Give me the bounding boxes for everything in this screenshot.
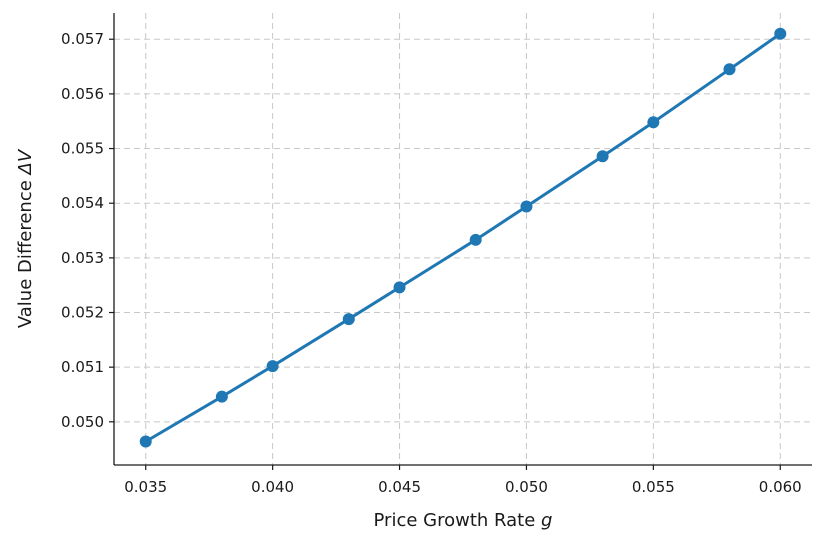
data-point xyxy=(596,150,609,163)
data-point xyxy=(774,27,787,40)
data-point xyxy=(647,116,660,129)
y-tick-label: 0.052 xyxy=(61,304,104,322)
x-tick-label: 0.035 xyxy=(124,478,167,496)
y-tick-label: 0.051 xyxy=(61,358,104,376)
data-point xyxy=(139,435,152,448)
y-tick-label: 0.055 xyxy=(61,140,104,158)
y-tick-label: 0.054 xyxy=(61,194,104,212)
x-axis-ticks: 0.035 0.040 0.045 0.050 0.055 0.060 xyxy=(124,465,802,496)
x-tick-label: 0.045 xyxy=(378,478,421,496)
series-line xyxy=(144,32,782,443)
y-tick-label: 0.057 xyxy=(61,30,104,48)
data-point xyxy=(215,390,228,403)
data-point xyxy=(520,200,533,213)
data-point xyxy=(723,63,736,76)
data-point xyxy=(266,360,279,373)
axes-spines xyxy=(113,13,812,466)
y-axis-label: Value Difference ΔV xyxy=(15,148,36,328)
data-point xyxy=(469,233,482,246)
y-axis-ticks: 0.050 0.051 0.052 0.053 0.054 0.055 0.056 0.057 xyxy=(61,30,114,431)
series-layer xyxy=(139,27,787,448)
x-tick-label: 0.040 xyxy=(251,478,294,496)
data-point xyxy=(393,281,406,294)
x-tick-label: 0.050 xyxy=(505,478,548,496)
data-point xyxy=(342,313,355,326)
x-tick-label: 0.055 xyxy=(632,478,675,496)
y-tick-label: 0.050 xyxy=(61,413,104,431)
x-tick-label: 0.060 xyxy=(759,478,802,496)
y-tick-label: 0.053 xyxy=(61,249,104,267)
x-axis-label: Price Growth Rate g xyxy=(374,510,553,531)
y-tick-label: 0.056 xyxy=(61,85,104,103)
